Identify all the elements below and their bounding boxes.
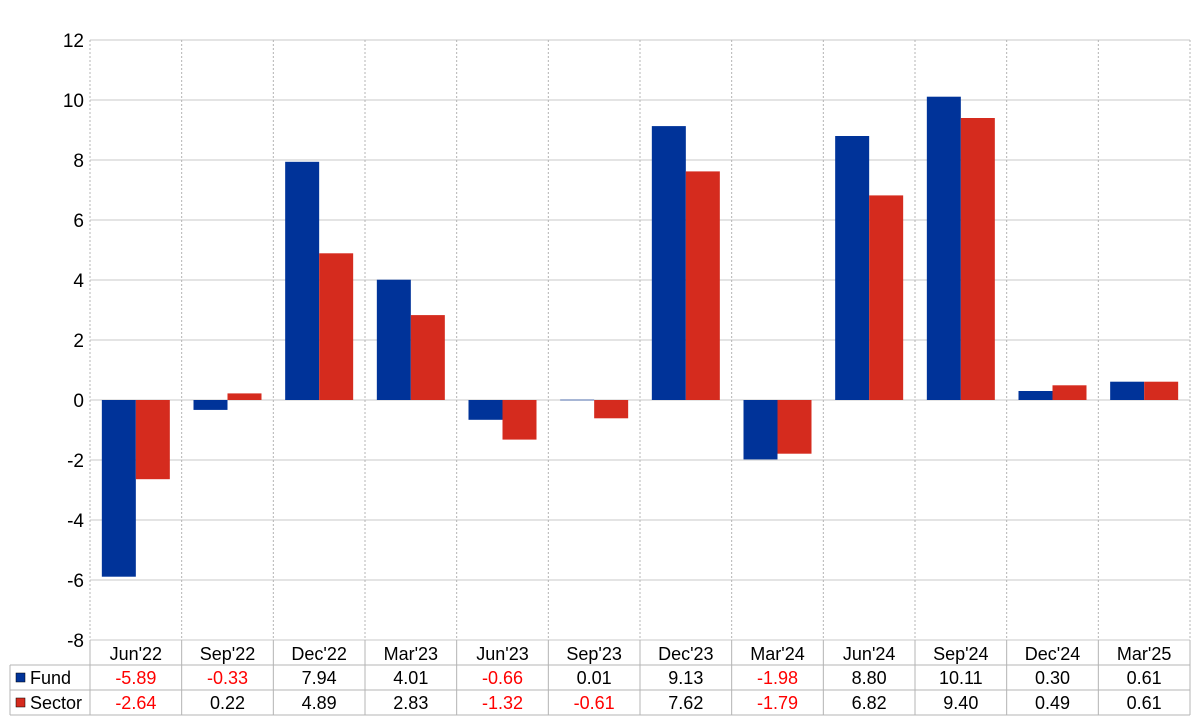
bar-sector xyxy=(410,315,445,400)
bar-fund xyxy=(926,96,961,400)
y-tick-label: 6 xyxy=(73,211,84,232)
data-label-fund: -5.89 xyxy=(115,668,156,688)
x-tick-label: Jun'23 xyxy=(476,644,528,664)
data-label-fund: 10.11 xyxy=(939,668,983,688)
y-tick-label: 2 xyxy=(73,331,84,352)
bar-fund xyxy=(193,400,228,410)
bar-sector xyxy=(135,400,170,480)
legend-swatch-fund xyxy=(15,672,26,683)
y-tick-label: -4 xyxy=(67,511,84,532)
data-label-sector: -1.32 xyxy=(482,693,523,713)
data-label-sector: 2.83 xyxy=(393,693,428,713)
bar-sector xyxy=(594,400,629,419)
x-tick-label: Sep'23 xyxy=(566,644,622,664)
x-tick-label: Dec'23 xyxy=(658,644,713,664)
bar-fund xyxy=(101,400,136,577)
bar-fund xyxy=(468,400,503,420)
y-tick-label: 12 xyxy=(63,31,84,52)
x-tick-label: Dec'22 xyxy=(291,644,346,664)
bar-sector xyxy=(502,400,537,440)
legend-label-sector: Sector xyxy=(30,693,82,713)
bar-fund xyxy=(835,136,870,400)
data-label-fund: -1.98 xyxy=(757,668,798,688)
data-label-fund: -0.66 xyxy=(482,668,523,688)
x-tick-label: Sep'22 xyxy=(200,644,256,664)
bar-sector xyxy=(869,195,904,400)
data-label-sector: -0.61 xyxy=(574,693,615,713)
bar-sector xyxy=(685,171,720,400)
y-tick-label: 4 xyxy=(73,271,84,292)
data-label-sector: 0.22 xyxy=(210,693,245,713)
bar-fund xyxy=(651,126,686,400)
data-label-sector: 4.89 xyxy=(302,693,337,713)
data-label-fund: 9.13 xyxy=(668,668,703,688)
bar-sector xyxy=(319,253,354,400)
y-tick-label: -8 xyxy=(67,631,84,652)
legend-label-fund: Fund xyxy=(30,668,71,688)
bar-fund xyxy=(1018,391,1053,400)
bar-sector xyxy=(1052,385,1087,400)
data-label-fund: -0.33 xyxy=(207,668,248,688)
x-tick-label: Jun'24 xyxy=(843,644,895,664)
data-label-fund: 0.61 xyxy=(1127,668,1162,688)
data-label-fund: 8.80 xyxy=(852,668,887,688)
x-tick-label: Mar'25 xyxy=(1117,644,1171,664)
x-tick-label: Mar'23 xyxy=(384,644,438,664)
bar-fund xyxy=(376,279,411,400)
x-tick-label: Dec'24 xyxy=(1025,644,1080,664)
bar-fund xyxy=(560,399,595,401)
data-label-sector: -1.79 xyxy=(757,693,798,713)
y-tick-label: 8 xyxy=(73,151,84,172)
x-tick-label: Mar'24 xyxy=(750,644,804,664)
bar-fund xyxy=(285,161,320,400)
bar-fund xyxy=(743,400,778,460)
data-label-sector: 0.61 xyxy=(1127,693,1162,713)
bar-sector xyxy=(1144,381,1179,400)
data-label-fund: 7.94 xyxy=(302,668,337,688)
bar-fund xyxy=(1110,381,1145,400)
data-label-sector: 6.82 xyxy=(852,693,887,713)
data-label-fund: 0.01 xyxy=(577,668,612,688)
x-tick-label: Sep'24 xyxy=(933,644,989,664)
data-label-fund: 4.01 xyxy=(393,668,428,688)
data-label-sector: 7.62 xyxy=(668,693,703,713)
data-label-sector: -2.64 xyxy=(115,693,156,713)
data-label-sector: 0.49 xyxy=(1035,693,1070,713)
bar-sector xyxy=(227,393,262,400)
bar-sector xyxy=(777,400,812,454)
legend-swatch-sector xyxy=(15,697,26,708)
y-tick-label: -6 xyxy=(67,571,84,592)
data-label-fund: 0.30 xyxy=(1035,668,1070,688)
y-tick-label: -2 xyxy=(67,451,84,472)
y-tick-label: 10 xyxy=(63,91,84,112)
bar-sector xyxy=(960,118,995,400)
y-tick-label: 0 xyxy=(73,391,84,412)
x-tick-label: Jun'22 xyxy=(110,644,162,664)
data-label-sector: 9.40 xyxy=(943,693,978,713)
